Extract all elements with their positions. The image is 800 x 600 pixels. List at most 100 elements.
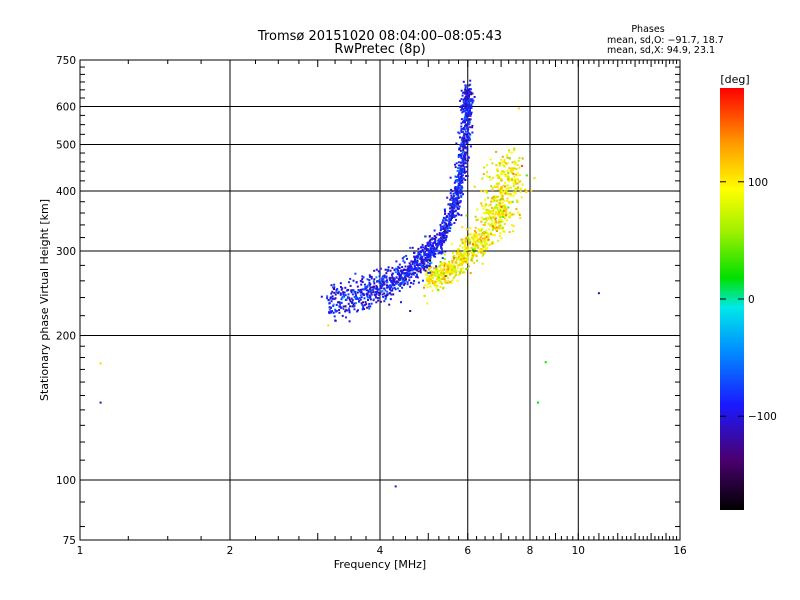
o-mode-point [455,202,458,205]
x-mode-point [519,190,522,193]
x-mode-point [490,185,493,188]
x-mode-point [498,212,501,215]
o-mode-point [464,124,467,127]
x-mode-point [463,251,466,254]
x-mode-point [456,279,459,282]
o-mode-point [458,184,461,186]
x-mode-point [433,272,436,275]
o-mode-point [375,285,378,287]
o-mode-point [392,284,395,287]
o-mode-point [424,245,427,247]
x-mode-point [512,230,515,233]
o-mode-point [449,227,452,230]
o-mode-point [455,198,458,201]
o-mode-point [359,294,362,297]
x-mode-point [429,267,431,270]
o-mode-point [441,238,443,241]
x-mode-point [483,212,486,215]
o-mode-point [327,299,330,302]
o-mode-point [466,115,469,118]
x-mode-point [501,220,504,223]
o-mode-point [394,282,397,285]
x-mode-point [446,265,449,268]
x-mode-point [481,262,484,265]
o-mode-point [336,288,339,291]
x-mode-point [480,239,482,242]
x-mode-point [488,213,490,216]
o-mode-point [460,181,462,184]
x-mode-point [483,166,486,169]
o-mode-point [340,306,343,309]
x-mode-point [511,161,514,164]
o-mode-point [469,145,472,148]
o-mode-point [431,249,434,252]
o-mode-point [462,98,465,101]
o-mode-point [368,279,371,282]
x-mode-point [427,283,430,285]
o-mode-point [451,212,454,215]
x-mode-point [466,228,468,231]
o-mode-point [468,120,471,123]
x-mode-point [468,238,471,241]
y-tick-label: 400 [56,186,76,198]
x-mode-point [448,263,451,266]
x-mode-point [453,275,456,278]
x-mode-point [505,175,508,178]
x-mode-point [506,197,509,200]
o-mode-point [404,276,407,279]
o-mode-point [457,196,460,199]
x-mode-point [496,174,499,177]
x-tick-label: 2 [227,545,234,557]
o-mode-point [433,229,436,232]
x-mode-point [447,269,450,272]
o-mode-point [462,119,465,122]
x-mode-point [506,191,509,194]
x-mode-point [508,215,511,218]
o-mode-point [414,271,417,274]
o-mode-point [419,254,422,257]
x-mode-point [499,227,502,230]
o-mode-point [368,274,371,277]
x-mode-point [451,268,454,271]
o-mode-point [454,180,457,183]
x-mode-point [475,236,478,239]
o-mode-point [429,250,432,253]
x-mode-point [507,193,510,196]
o-mode-point [425,259,428,262]
o-mode-point [467,102,470,105]
o-mode-point [334,308,337,311]
o-mode-point [464,109,467,112]
o-mode-point [379,267,382,270]
x-mode-point [507,206,510,209]
x-mode-point [495,185,498,188]
scatter-points [99,79,600,488]
o-mode-point [464,119,466,122]
x-mode-point [455,256,458,259]
o-mode-point [352,303,355,306]
o-mode-point [378,294,381,296]
o-mode-point [468,88,471,90]
o-mode-point [455,193,458,196]
x-mode-point [452,258,455,261]
outlier-point [99,401,102,404]
x-mode-point [436,275,439,278]
o-mode-point [459,145,462,148]
x-mode-point [470,233,473,236]
o-mode-point [333,298,336,301]
o-mode-point [381,277,384,280]
x-mode-point [433,271,436,274]
x-mode-point [449,266,452,269]
o-mode-point [368,288,371,291]
o-mode-point [457,131,460,134]
o-mode-point [436,246,439,249]
x-mode-point [490,207,493,209]
x-mode-point [440,282,443,285]
o-mode-point [351,301,353,304]
x-mode-point [503,164,506,167]
o-mode-point [427,248,430,251]
o-mode-point [452,210,455,213]
x-mode-point [440,264,443,266]
o-mode-point [350,291,353,294]
x-mode-point [483,235,486,238]
o-mode-point [370,289,373,292]
